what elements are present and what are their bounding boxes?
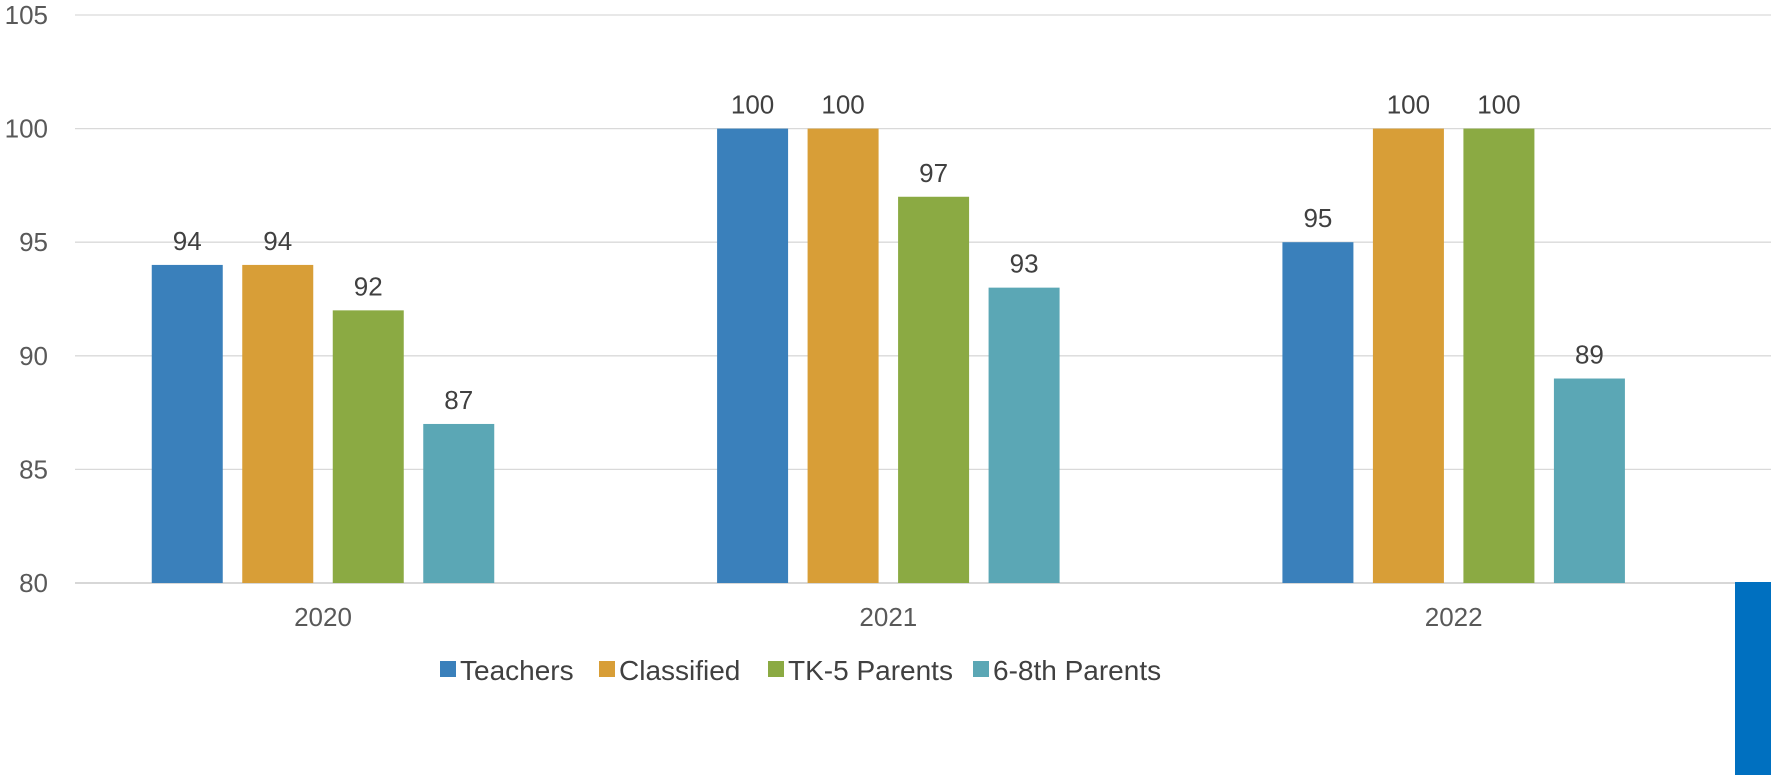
bar-teachers-2021 [717, 128, 789, 583]
y-axis-ticks: 80 85 90 95 100 105 [5, 0, 48, 598]
corner-decoration [1735, 582, 1771, 775]
legend-swatch [973, 661, 989, 677]
data-label: 93 [1010, 249, 1039, 279]
legend-entry: Classified [619, 655, 740, 686]
x-tick-label: 2020 [294, 602, 352, 632]
data-label: 95 [1303, 203, 1332, 233]
legend-swatch [768, 661, 784, 677]
y-tick-label: 85 [19, 454, 48, 484]
x-tick-label: 2021 [859, 602, 917, 632]
bar-teachers-2020 [151, 264, 223, 583]
legend-swatch [440, 661, 456, 677]
y-tick-label: 95 [19, 227, 48, 257]
legend-entry: 6-8th Parents [993, 655, 1161, 686]
bar-classified-2020 [242, 264, 314, 583]
legend: Teachers Classified TK-5 Parents 6-8th Pare… [440, 655, 1161, 686]
bar-tk-5-parents-2020 [332, 310, 404, 583]
data-labels: 94 94 92 87 100 100 97 93 95 100 100 89 [173, 90, 1604, 415]
y-tick-label: 105 [5, 0, 48, 30]
bar-6-8th-parents-2022 [1553, 378, 1625, 583]
bar-6-8th-parents-2020 [423, 423, 495, 583]
bar-classified-2022 [1372, 128, 1444, 583]
y-tick-label: 100 [5, 114, 48, 144]
x-tick-label: 2022 [1425, 602, 1483, 632]
data-label: 100 [1387, 90, 1430, 120]
data-label: 100 [821, 90, 864, 120]
data-label: 94 [173, 226, 202, 256]
legend-entry: Teachers [460, 655, 574, 686]
x-axis-ticks: 2020 2021 2022 [294, 602, 1483, 632]
data-label: 100 [1477, 90, 1520, 120]
bar-6-8th-parents-2021 [988, 287, 1060, 583]
data-label: 94 [263, 226, 292, 256]
bar-teachers-2022 [1282, 242, 1354, 583]
data-label: 92 [354, 271, 383, 301]
y-tick-label: 90 [19, 341, 48, 371]
legend-entry: TK-5 Parents [788, 655, 953, 686]
bar-tk-5-parents-2021 [898, 196, 970, 583]
data-label: 97 [919, 158, 948, 188]
bar-tk-5-parents-2022 [1463, 128, 1535, 583]
legend-swatch [599, 661, 615, 677]
y-tick-label: 80 [19, 568, 48, 598]
data-label: 100 [731, 90, 774, 120]
data-label: 89 [1575, 340, 1604, 370]
data-label: 87 [444, 385, 473, 415]
bars [151, 128, 1625, 583]
bar-classified-2021 [807, 128, 879, 583]
